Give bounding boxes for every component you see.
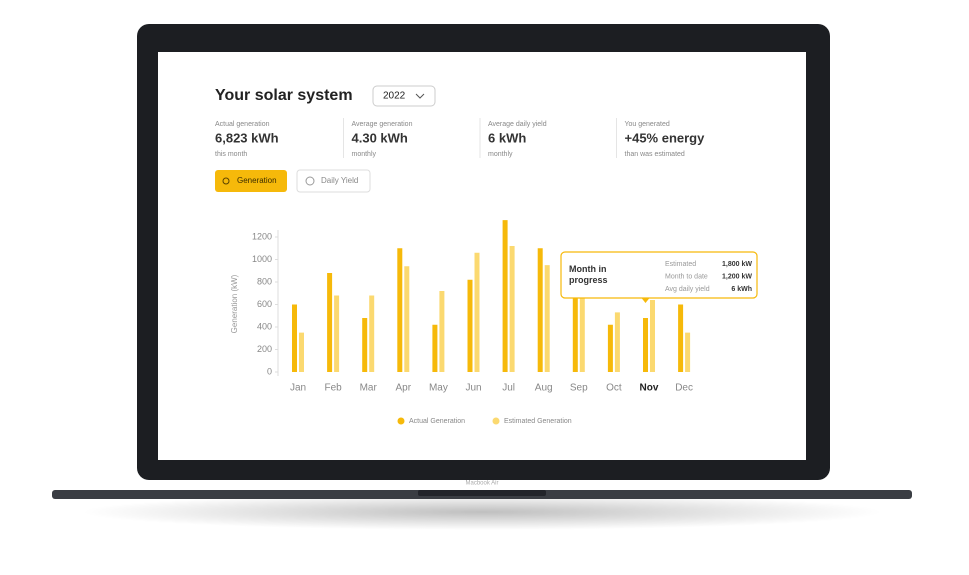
x-tick-label: Apr (396, 383, 412, 394)
tooltip (560, 251, 758, 299)
x-tick-label: Jun (465, 383, 481, 394)
tab-active[interactable] (215, 170, 287, 192)
tooltip-title-line: progress (569, 275, 608, 285)
notch (418, 490, 546, 496)
stat-value: 6,823 kWh (215, 130, 279, 145)
bar (572, 270, 578, 372)
bar (537, 248, 543, 372)
bar (362, 318, 368, 372)
y-tick-label: 400 (257, 321, 272, 331)
bar (432, 324, 438, 372)
legend-label: Estimated Generation (504, 418, 572, 425)
stat-note: monthly (352, 151, 377, 158)
tooltip-key: Estimated (665, 261, 696, 268)
x-tick-label: Nov (640, 383, 659, 394)
legend-dot (397, 417, 405, 425)
bar (544, 265, 550, 372)
bar (614, 312, 620, 372)
bar (369, 295, 375, 372)
x-tick-label: Sep (570, 383, 588, 394)
chevron (415, 93, 425, 99)
legend-dot (492, 417, 500, 425)
x-tick-label: Jul (502, 383, 515, 394)
bar (334, 295, 340, 372)
stat-label: Actual generation (215, 121, 270, 128)
stat-note: than was estimated (625, 151, 685, 158)
stat-note: this month (215, 151, 247, 158)
bar (509, 246, 515, 372)
device-label: Macbook Air (465, 481, 498, 487)
bar (685, 332, 691, 372)
bar (404, 266, 410, 372)
bar (292, 304, 297, 372)
year: 2022 (383, 91, 406, 102)
sun-icon (222, 177, 230, 185)
y-tick-label: 1000 (252, 254, 272, 264)
bar (607, 324, 613, 372)
bar (650, 300, 655, 372)
stat-note: monthly (488, 151, 513, 158)
stat-label: You generated (625, 121, 670, 128)
tab-inactive[interactable] (296, 169, 371, 193)
x-tick-label: Jan (290, 383, 306, 394)
y-tick-label: 0 (267, 366, 272, 376)
x-tick-label: Aug (535, 383, 553, 394)
bar (327, 273, 333, 372)
stat-label: Average daily yield (488, 121, 547, 128)
y-tick-label: 200 (257, 344, 272, 354)
shadow (82, 494, 882, 530)
bar (299, 332, 304, 372)
bar (397, 248, 403, 372)
x-tick-label: May (429, 383, 448, 394)
stat-value: +45% energy (625, 130, 706, 145)
y-axis-label: Generation (kW) (230, 274, 239, 333)
yield-icon (305, 176, 315, 186)
stat-label: Average generation (352, 121, 413, 128)
tooltip-key: Avg daily yield (665, 286, 710, 293)
bar (579, 293, 585, 372)
bar (467, 279, 473, 372)
stat-value: 6 kWh (488, 130, 526, 145)
year-select[interactable] (372, 85, 436, 107)
bar (643, 318, 648, 372)
tooltip-value: 1,200 kW (722, 273, 752, 280)
tooltip-title-line: Month in (569, 264, 607, 274)
tab: Generation (237, 176, 277, 185)
tab: Daily Yield (321, 176, 358, 185)
tooltip-value: 6 kWh (731, 286, 752, 293)
legend-label: Actual Generation (409, 418, 465, 425)
title: Your solar system (215, 87, 353, 104)
y-tick-label: 600 (257, 299, 272, 309)
stat-value: 4.30 kWh (352, 130, 408, 145)
bar (474, 252, 480, 372)
y-tick-label: 800 (257, 276, 272, 286)
bar (439, 291, 445, 372)
x-tick-label: Dec (675, 383, 693, 394)
tooltip-pointer (641, 298, 650, 303)
x-tick-label: Mar (360, 383, 378, 394)
bar (678, 304, 684, 372)
bar (502, 220, 508, 372)
tooltip-title: Month in progress (569, 264, 608, 285)
tooltip-value: 1,800 kW (722, 261, 752, 268)
x-tick-label: Oct (606, 383, 622, 394)
tooltip-key: Month to date (665, 273, 708, 280)
y-tick-label: 1200 (252, 231, 272, 241)
x-tick-label: Feb (324, 383, 342, 394)
